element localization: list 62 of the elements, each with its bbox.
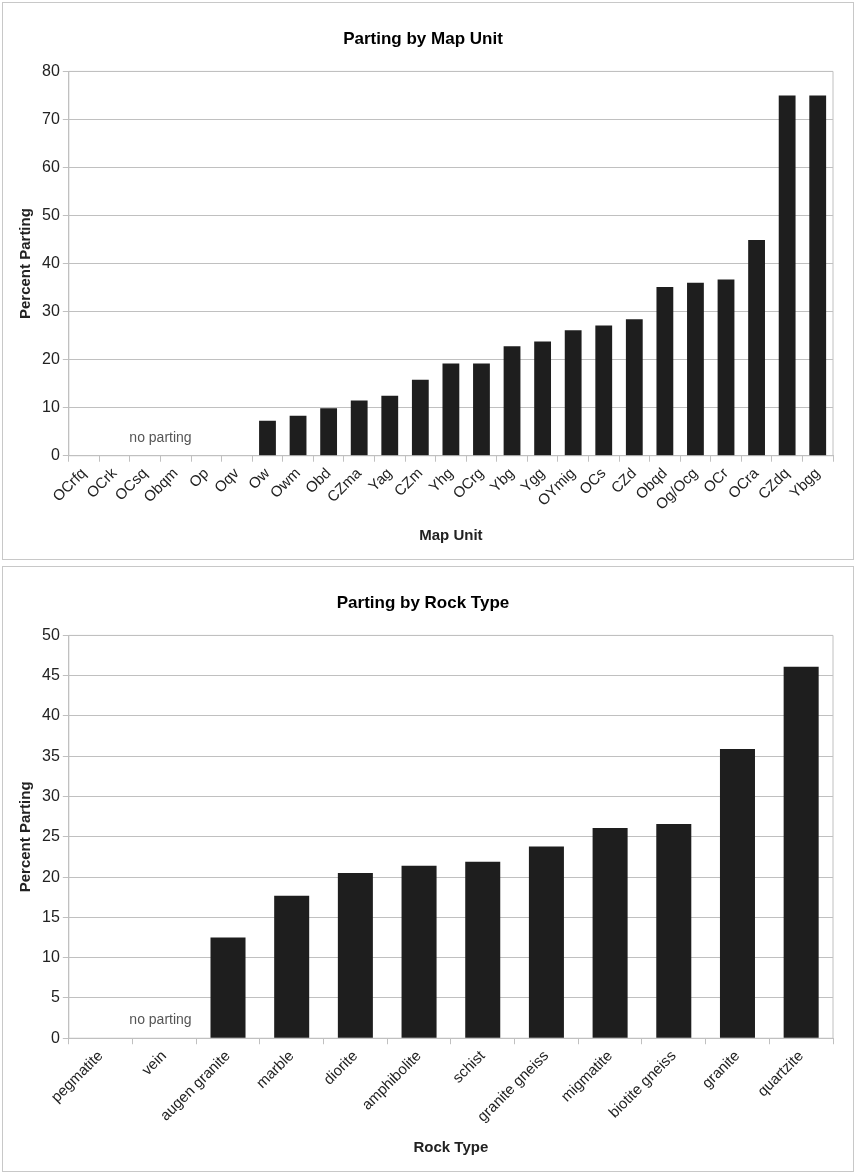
y-axis-title: Percent Parting [16, 208, 34, 319]
y-tick-label: 20 [42, 867, 60, 885]
bar [259, 420, 276, 456]
bar [564, 330, 582, 456]
y-tick-label: 10 [42, 398, 60, 416]
bar [289, 415, 307, 456]
bar [778, 95, 796, 456]
bar [210, 937, 246, 1038]
x-tick-label: Op [185, 464, 212, 491]
y-tick-label: 25 [42, 827, 60, 845]
bar [473, 363, 490, 456]
bar [274, 895, 310, 1038]
bar [411, 379, 429, 456]
y-tick-label: 60 [42, 157, 60, 175]
bar [528, 846, 564, 1038]
y-tick-label: 40 [42, 253, 60, 271]
y-tick-label: 20 [42, 350, 60, 368]
bar [625, 319, 643, 456]
y-tick-label: 30 [42, 786, 60, 804]
y-axis-title: Percent Parting [16, 781, 34, 893]
bar [748, 240, 765, 456]
x-axis-title: Map Unit [419, 526, 483, 544]
y-tick-label: 35 [42, 746, 60, 764]
y-tick-label: 15 [42, 907, 60, 925]
bar [337, 873, 373, 1038]
x-tick-label: Ybg [486, 464, 518, 496]
bar [442, 363, 460, 456]
bar [595, 325, 613, 456]
bar [401, 865, 437, 1038]
bar [719, 749, 755, 1038]
bar [350, 400, 368, 456]
y-tick-label: 80 [42, 61, 60, 79]
y-tick-label: 0 [50, 446, 60, 464]
y-tick-label: 50 [42, 625, 60, 643]
x-tick-label: Oqv [210, 463, 243, 496]
y-tick-label: 30 [42, 302, 60, 320]
y-tick-label: 50 [42, 205, 60, 223]
y-tick-label: 0 [50, 1028, 60, 1046]
bar [534, 341, 552, 456]
y-tick-label: 45 [42, 666, 60, 684]
annotation: no parting [129, 1011, 192, 1028]
x-tick-label: Yag [364, 464, 395, 495]
annotation: no parting [129, 428, 192, 445]
bar [656, 823, 692, 1038]
x-tick-label: vein [137, 1046, 170, 1079]
y-tick-label: 40 [42, 706, 60, 724]
bar [320, 408, 338, 456]
x-axis-title: Rock Type [413, 1138, 489, 1156]
y-tick-label: 5 [50, 988, 60, 1006]
bar [687, 282, 704, 456]
bar [656, 287, 674, 456]
bar [717, 279, 735, 456]
chart-title: Parting by Rock Type [336, 592, 510, 612]
y-tick-label: 70 [42, 109, 60, 127]
y-tick-label: 10 [42, 948, 60, 966]
bar [381, 395, 399, 456]
bar [783, 666, 819, 1038]
bar [809, 95, 827, 456]
bar [503, 346, 521, 456]
bar [592, 827, 628, 1038]
chart-title: Parting by Map Unit [343, 28, 504, 48]
bar [465, 861, 501, 1038]
